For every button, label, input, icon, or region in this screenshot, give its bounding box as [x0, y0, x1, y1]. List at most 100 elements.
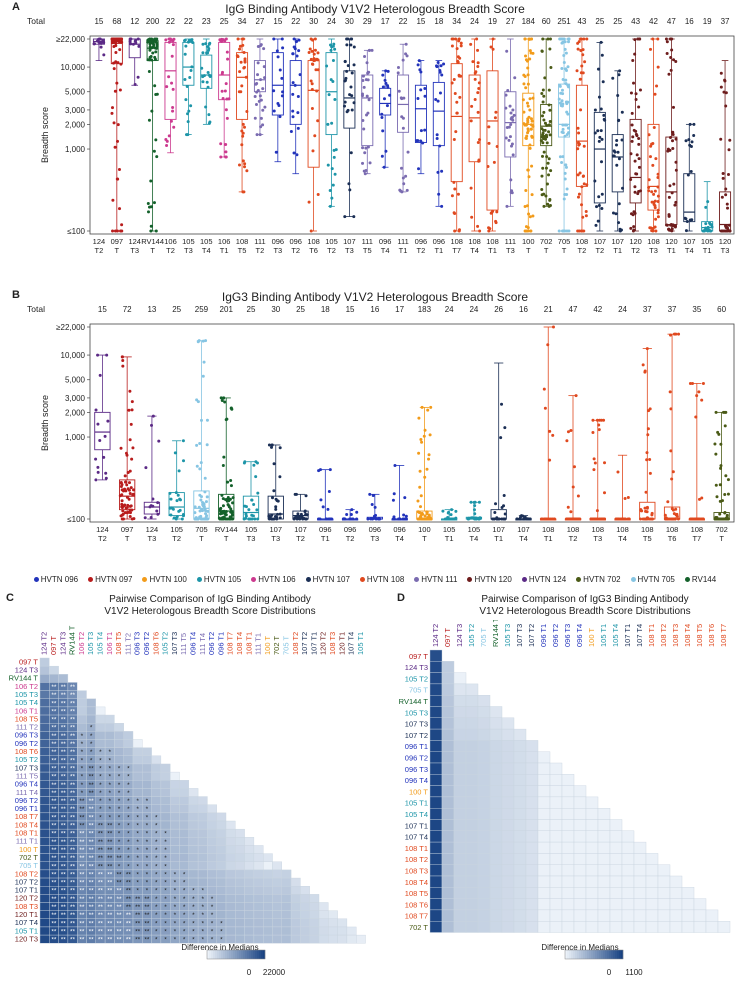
data-point — [650, 229, 654, 233]
heatmap-cell — [216, 845, 227, 854]
heatmap-cell — [429, 740, 443, 752]
data-point — [563, 177, 567, 181]
heatmap-cell — [235, 918, 245, 928]
data-point — [130, 408, 134, 412]
data-point — [656, 211, 660, 215]
data-point — [199, 418, 203, 422]
data-point — [592, 517, 596, 521]
data-point — [170, 54, 174, 58]
data-point — [719, 85, 723, 89]
data-point — [476, 141, 480, 145]
heatmap-cell — [489, 853, 503, 865]
colorbar-segment — [229, 950, 232, 959]
colorbar-segment — [617, 950, 620, 959]
significance-mark: ** — [70, 774, 76, 781]
heatmap-cell — [585, 796, 599, 809]
row-header-label: 100 T — [409, 787, 428, 796]
significance-mark: ** — [61, 790, 67, 797]
x-tick-label-line2: T2 — [296, 534, 305, 543]
column-header-label: 097 T — [49, 636, 58, 655]
significance-mark: * — [201, 937, 204, 944]
heatmap-cell — [597, 921, 611, 933]
x-tick-label-line1: 096 — [433, 237, 446, 246]
data-point — [459, 44, 463, 48]
significance-mark: * — [136, 798, 139, 805]
heatmap-cell — [465, 830, 479, 843]
significance-mark: * — [127, 863, 130, 870]
heatmap-cell — [561, 864, 575, 877]
x-tick-label-line2: T2 — [578, 246, 587, 255]
data-point — [503, 426, 507, 430]
data-point — [645, 517, 649, 521]
data-point — [598, 418, 602, 422]
heatmap-cell — [489, 796, 503, 809]
data-point — [523, 37, 527, 41]
significance-mark: ** — [70, 790, 76, 797]
x-tick-label-line1: 096 — [272, 237, 285, 246]
data-point — [402, 96, 406, 100]
data-point — [406, 150, 410, 154]
data-point — [127, 497, 131, 501]
data-point — [575, 69, 579, 73]
panel-d-title: Pairwise Comparison of IgG3 Binding Anti… — [420, 594, 750, 618]
total-count-label: 29 — [363, 17, 372, 26]
data-point — [184, 98, 188, 102]
data-point — [380, 115, 384, 119]
x-tick-label-line1: 105 — [325, 237, 338, 246]
data-point — [648, 457, 652, 461]
data-point — [131, 42, 135, 46]
significance-mark: ** — [126, 928, 132, 935]
box — [647, 123, 660, 211]
column-header-label: 124 T3 — [455, 624, 464, 647]
total-count-label: 25 — [247, 305, 256, 314]
data-point — [258, 94, 262, 98]
heatmap-cell — [225, 837, 236, 846]
legend-dot-icon — [414, 576, 420, 582]
significance-mark: * — [118, 831, 121, 838]
data-point — [668, 184, 672, 188]
y-tick-label: 1,000 — [65, 433, 86, 442]
data-point — [316, 51, 320, 55]
data-point — [636, 192, 640, 196]
heatmap-cell — [95, 739, 106, 748]
heatmap-cell — [561, 898, 575, 911]
heatmap-cell — [453, 694, 467, 707]
heatmap-cell — [645, 887, 659, 899]
significance-mark: * — [127, 855, 130, 862]
column-header-label: 105 T3 — [86, 632, 95, 655]
data-point — [198, 467, 202, 471]
heatmap-cell — [441, 740, 455, 752]
significance-mark: ** — [135, 920, 141, 927]
data-point — [632, 225, 636, 229]
data-point — [435, 136, 439, 140]
data-point — [203, 490, 207, 494]
data-point — [566, 505, 570, 509]
heatmap-cell — [160, 780, 171, 789]
colorbar-segment — [573, 950, 576, 959]
data-point — [523, 74, 527, 78]
column-header-label: 100 T — [263, 636, 272, 655]
data-point — [564, 100, 568, 104]
colorbar-segment — [209, 950, 212, 959]
data-point — [475, 37, 479, 41]
heatmap-cell — [151, 796, 162, 805]
data-point — [146, 210, 150, 214]
x-tick-label-line1: 096 — [344, 525, 357, 534]
heatmap-cell — [39, 763, 50, 773]
significance-mark: * — [90, 741, 93, 748]
significance-mark: ** — [126, 920, 132, 927]
data-point — [256, 491, 260, 495]
data-point — [540, 517, 544, 521]
data-point — [567, 229, 571, 233]
column-header-label: 105 T2 — [161, 632, 170, 655]
heatmap-cell — [453, 875, 467, 888]
data-point — [295, 153, 299, 157]
data-point — [316, 192, 320, 196]
heatmap-cell — [39, 910, 50, 919]
x-tick-label-line2: T7 — [692, 534, 701, 543]
data-point — [700, 398, 704, 402]
significance-mark: * — [136, 839, 139, 846]
data-point — [204, 500, 208, 504]
significance-mark: * — [108, 757, 111, 764]
data-point — [631, 59, 635, 63]
